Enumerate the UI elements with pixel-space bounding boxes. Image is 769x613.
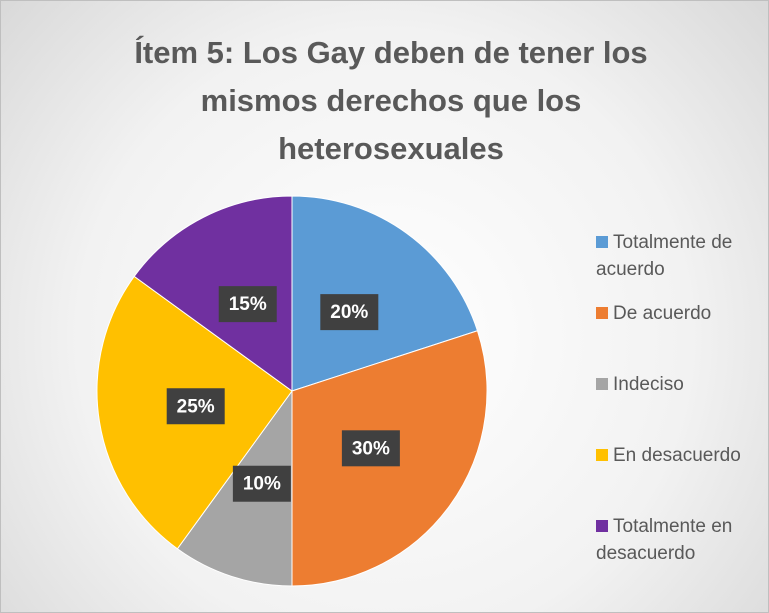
legend-label: Indeciso xyxy=(613,374,684,395)
data-label-box xyxy=(218,286,277,323)
legend-item: De acuerdo xyxy=(596,300,766,327)
pie-slice xyxy=(291,195,479,392)
pie-slice xyxy=(133,195,293,392)
data-label-box xyxy=(166,388,225,425)
data-label: 15% xyxy=(229,294,267,315)
data-label-box xyxy=(341,430,400,467)
legend-label: Totalmente en desacuerdo xyxy=(596,516,733,564)
legend-swatch xyxy=(596,236,608,248)
data-label-box xyxy=(320,294,379,331)
data-label-box xyxy=(232,465,291,502)
data-label: 20% xyxy=(330,302,368,323)
chart-title: Ítem 5: Los Gay deben de tener los mismo… xyxy=(134,35,648,166)
data-label: 10% xyxy=(243,474,281,495)
legend-swatch xyxy=(596,378,608,390)
legend-swatch xyxy=(596,449,608,461)
legend-label: Totalmente de acuerdo xyxy=(596,232,733,280)
legend-item: En desacuerdo xyxy=(596,442,766,469)
legend-item: Indeciso xyxy=(596,371,766,398)
legend-label: De acuerdo xyxy=(613,303,712,324)
legend-item: Totalmente en desacuerdo xyxy=(596,513,766,567)
legend-label: En desacuerdo xyxy=(613,445,741,466)
legend-swatch xyxy=(596,307,608,319)
data-label: 30% xyxy=(352,438,390,459)
data-label: 25% xyxy=(177,396,215,417)
legend-item: Totalmente de acuerdo xyxy=(596,229,766,283)
legend-swatch xyxy=(596,520,608,532)
